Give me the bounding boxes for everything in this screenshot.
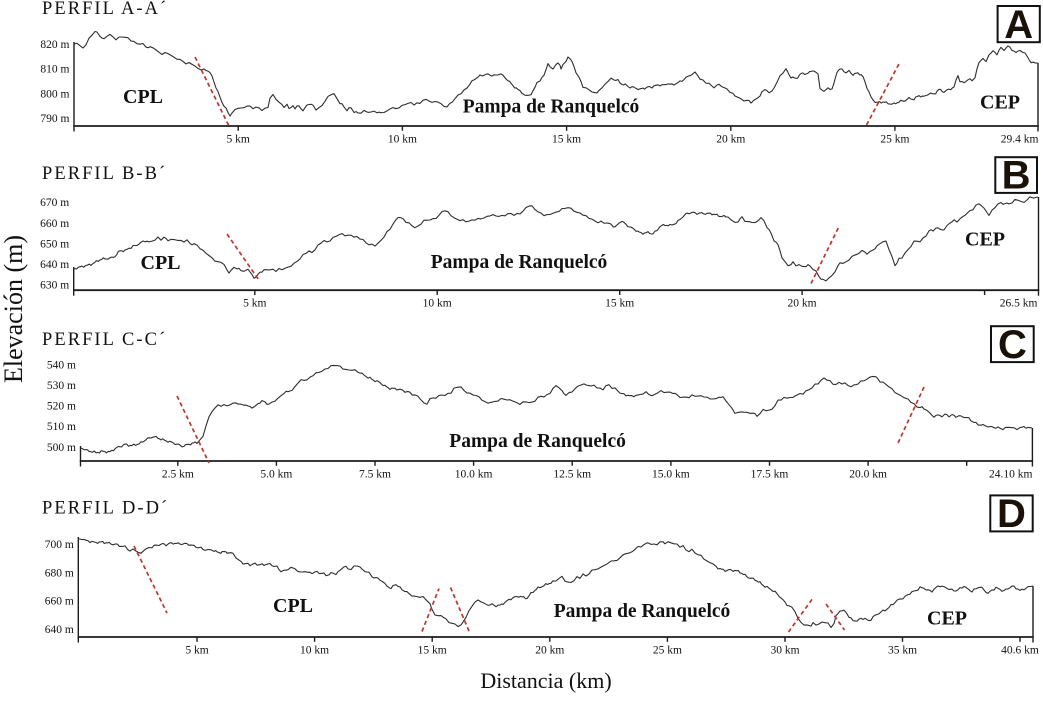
svg-text:510 m: 510 m [47, 421, 76, 433]
svg-text:670 m: 670 m [40, 197, 69, 209]
svg-text:B: B [1002, 154, 1031, 198]
svg-text:29.4 km: 29.4 km [1001, 134, 1039, 146]
svg-text:800 m: 800 m [40, 88, 69, 100]
svg-text:PERFIL C-C´: PERFIL C-C´ [42, 330, 167, 350]
svg-text:D: D [997, 492, 1026, 536]
svg-text:26.5 km: 26.5 km [1000, 298, 1038, 310]
svg-text:10 km: 10 km [300, 645, 329, 657]
svg-text:650 m: 650 m [40, 238, 69, 250]
svg-text:A: A [1004, 3, 1033, 47]
svg-text:24.10 km: 24.10 km [989, 469, 1033, 481]
svg-text:30 km: 30 km [770, 645, 799, 657]
svg-text:Pampa de Ranquelcó: Pampa de Ranquelcó [554, 601, 731, 622]
svg-text:PERFIL B-B´: PERFIL B-B´ [42, 164, 167, 184]
svg-text:PERFIL D-D´: PERFIL D-D´ [42, 499, 169, 519]
svg-text:15 km: 15 km [552, 134, 581, 146]
svg-text:PERFIL A-A´: PERFIL A-A´ [42, 0, 168, 19]
svg-text:5 km: 5 km [185, 645, 208, 657]
svg-text:15.0 km: 15.0 km [652, 469, 690, 481]
svg-text:500 m: 500 m [47, 442, 76, 454]
svg-text:Pampa de Ranquelcó: Pampa de Ranquelcó [431, 252, 608, 273]
svg-text:520 m: 520 m [47, 401, 76, 413]
svg-text:5 km: 5 km [243, 298, 266, 310]
svg-text:CEP: CEP [980, 92, 1020, 114]
svg-text:C: C [998, 323, 1027, 367]
svg-text:CEP: CEP [965, 229, 1005, 251]
svg-text:540 m: 540 m [47, 359, 76, 371]
svg-text:40.6 km: 40.6 km [1001, 645, 1039, 657]
svg-text:12.5 km: 12.5 km [553, 469, 591, 481]
svg-text:820 m: 820 m [40, 39, 69, 51]
svg-text:CEP: CEP [927, 608, 967, 630]
svg-text:20.0 km: 20.0 km [849, 469, 887, 481]
svg-text:20 km: 20 km [716, 134, 745, 146]
svg-text:640 m: 640 m [40, 259, 69, 271]
svg-text:25 km: 25 km [880, 134, 909, 146]
svg-text:20 km: 20 km [788, 298, 817, 310]
svg-text:7.5 km: 7.5 km [359, 469, 391, 481]
svg-text:CPL: CPL [123, 86, 163, 108]
svg-text:CPL: CPL [273, 595, 313, 617]
svg-text:25 km: 25 km [653, 645, 682, 657]
svg-text:Pampa de Ranquelcó: Pampa de Ranquelcó [449, 431, 626, 452]
svg-text:Elevación (m): Elevación (m) [0, 235, 28, 383]
svg-text:5.0 km: 5.0 km [260, 469, 292, 481]
svg-text:640 m: 640 m [45, 624, 74, 636]
svg-text:5 km: 5 km [227, 134, 250, 146]
svg-text:10 km: 10 km [423, 298, 452, 310]
svg-text:530 m: 530 m [47, 380, 76, 392]
svg-text:35 km: 35 km [888, 645, 917, 657]
svg-text:Distancia (km): Distancia (km) [480, 668, 611, 693]
svg-text:10.0 km: 10.0 km [455, 469, 493, 481]
svg-text:Pampa de Ranquelcó: Pampa de Ranquelcó [463, 97, 640, 118]
svg-text:CPL: CPL [141, 252, 181, 274]
svg-text:680 m: 680 m [45, 567, 74, 579]
svg-text:700 m: 700 m [45, 539, 74, 551]
svg-text:810 m: 810 m [40, 64, 69, 76]
svg-text:15 km: 15 km [418, 645, 447, 657]
svg-text:2.5 km: 2.5 km [162, 469, 194, 481]
svg-text:790 m: 790 m [40, 113, 69, 125]
svg-text:660 m: 660 m [40, 218, 69, 230]
svg-text:17.5 km: 17.5 km [751, 469, 789, 481]
svg-text:630 m: 630 m [40, 280, 69, 292]
svg-text:10 km: 10 km [388, 134, 417, 146]
svg-text:660 m: 660 m [45, 596, 74, 608]
svg-text:20 km: 20 km [535, 645, 564, 657]
svg-text:15 km: 15 km [605, 298, 634, 310]
